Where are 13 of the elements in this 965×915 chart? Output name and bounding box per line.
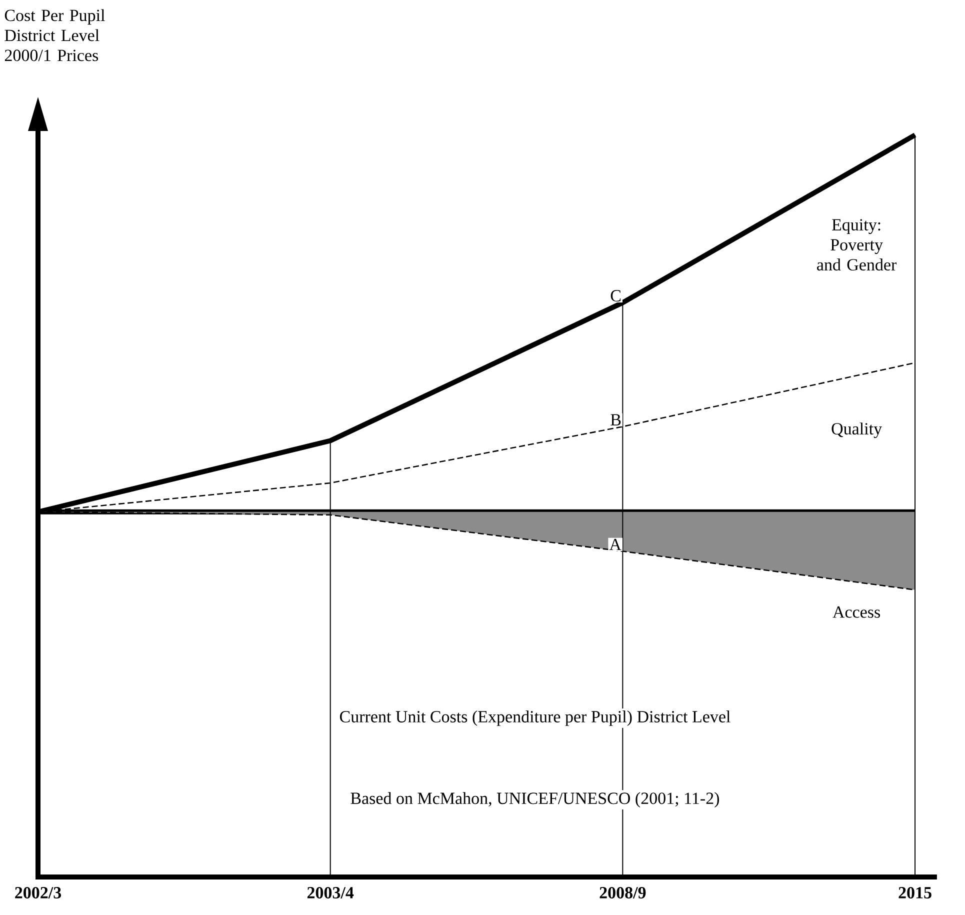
x-tick-label: 2008/9 (600, 886, 646, 898)
annotation: Current Unit Costs (Expenditure per Pupil) District Level (340, 710, 730, 726)
annotation: B (610, 414, 621, 426)
annotation: Equity: Poverty and Gender (817, 219, 897, 271)
x-tick-label: 2002/3 (15, 886, 62, 898)
annotation: Based on McMahon, UNICEF/UNESCO (2001; 11-2) (350, 792, 719, 808)
annotation: Quality (832, 422, 882, 438)
annotation: C (610, 290, 621, 302)
y-axis-title: Cost Per Pupil District Level 2000/1 Prices (4, 9, 105, 62)
x-tick-label: 2015 (898, 886, 932, 898)
annotation: Access (832, 606, 880, 618)
x-tick-label: 2003/4 (307, 886, 354, 898)
annotation: A (609, 538, 622, 550)
